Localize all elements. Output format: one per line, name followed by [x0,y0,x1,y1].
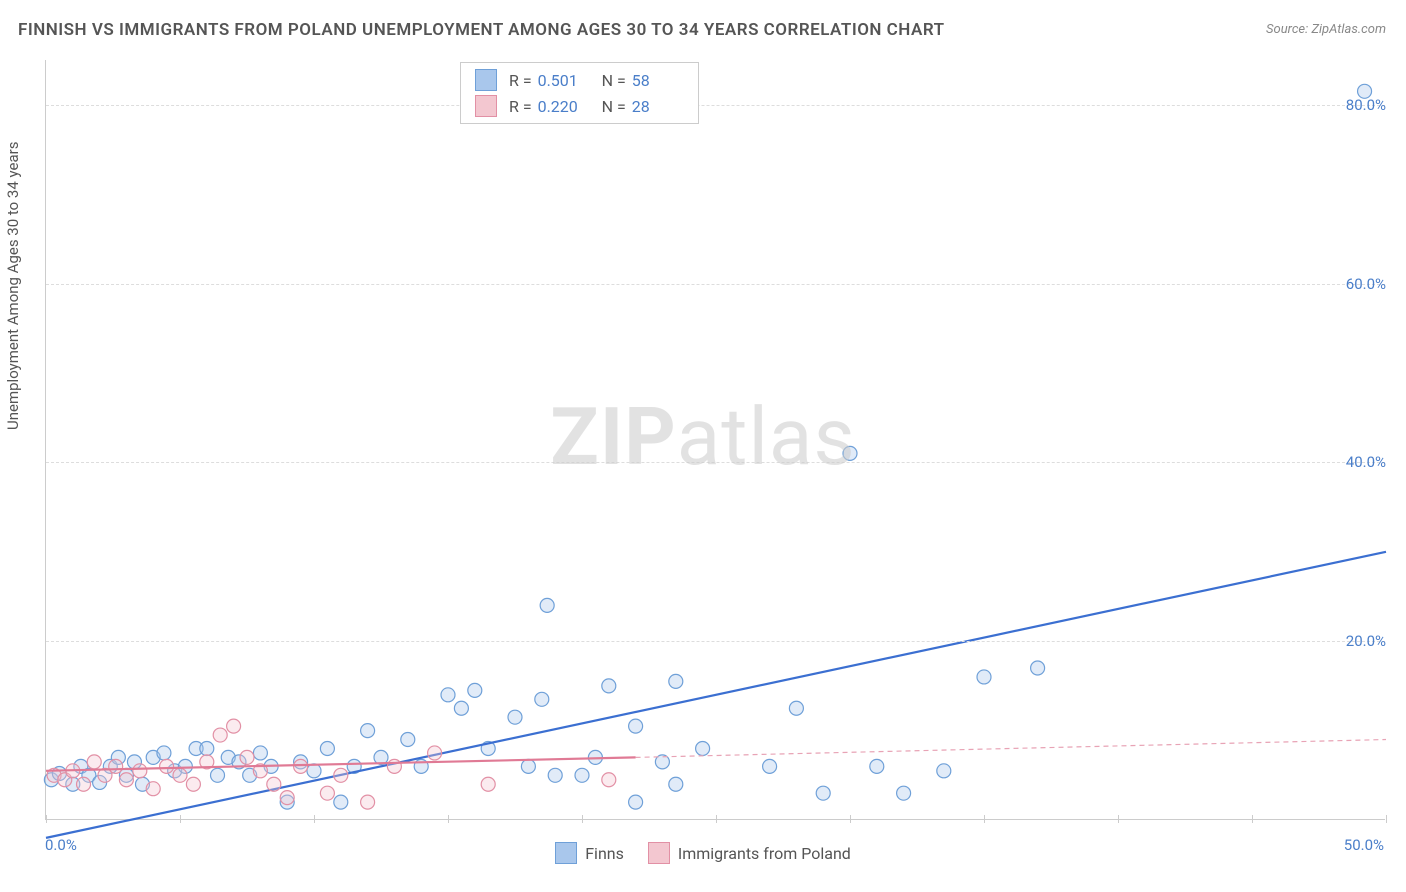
data-point [843,446,857,460]
gridline-h [46,105,1385,106]
y-tick-label: 80.0% [1346,96,1386,114]
data-point [280,791,294,805]
data-point [294,759,308,773]
data-point [468,683,482,697]
y-tick-label: 20.0% [1346,632,1386,650]
data-point [789,701,803,715]
data-point [428,746,442,760]
source-attribution: Source: ZipAtlas.com [1266,22,1386,37]
data-point [87,755,101,769]
x-tick [716,815,717,823]
source-value: ZipAtlas.com [1311,22,1386,37]
data-point [267,777,281,791]
data-point [870,759,884,773]
data-point [253,746,267,760]
legend-swatch [475,95,497,117]
data-point [157,746,171,760]
data-point [361,795,375,809]
data-point [669,777,683,791]
legend-swatch [648,842,670,864]
data-point [200,741,214,755]
legend-correlation-row: R = 0.220 N = 28 [461,93,698,119]
data-point [602,679,616,693]
data-point [669,674,683,688]
data-point [629,719,643,733]
x-tick [1386,815,1387,823]
trend-line-extension [636,740,1386,758]
data-point [146,782,160,796]
legend-swatch [475,69,497,91]
data-point [227,719,241,733]
data-point [361,724,375,738]
legend-r: R = 0.220 [507,97,590,116]
x-tick [180,815,181,823]
chart-svg [46,60,1385,819]
data-point [521,759,535,773]
legend-series-label: Immigrants from Poland [678,844,851,863]
data-point [77,777,91,791]
data-point [320,741,334,755]
data-point [763,759,777,773]
legend-n: N = 28 [600,97,684,116]
y-axis-label: Unemployment Among Ages 30 to 34 years [4,142,22,430]
data-point [481,777,495,791]
data-point [602,773,616,787]
data-point [334,795,348,809]
legend-r: R = 0.501 [507,71,590,90]
x-tick [1252,815,1253,823]
data-point [937,764,951,778]
legend-swatch [555,842,577,864]
data-point [535,692,549,706]
legend-n: N = 58 [600,71,684,90]
data-point [213,728,227,742]
data-point [816,786,830,800]
data-point [160,759,174,773]
plot-area [45,60,1385,820]
x-tick [582,815,583,823]
data-point [387,759,401,773]
gridline-h [46,462,1385,463]
data-point [240,750,254,764]
legend-series-item: Finns [555,842,624,864]
data-point [133,764,147,778]
x-tick [314,815,315,823]
legend-correlation-row: R = 0.501 N = 58 [461,67,698,93]
data-point [977,670,991,684]
legend-series: Finns Immigrants from Poland [0,842,1406,864]
data-point [548,768,562,782]
data-point [540,598,554,612]
source-label: Source: [1266,22,1308,37]
data-point [334,768,348,782]
data-point [320,786,334,800]
data-point [441,688,455,702]
data-point [186,777,200,791]
trend-line [46,552,1386,838]
data-point [109,759,123,773]
data-point [575,768,589,782]
y-tick-label: 40.0% [1346,453,1386,471]
data-point [401,733,415,747]
data-point [1031,661,1045,675]
x-tick [46,815,47,823]
data-point [454,701,468,715]
x-tick [448,815,449,823]
data-point [629,795,643,809]
x-tick [850,815,851,823]
data-point [119,773,133,787]
gridline-h [46,284,1385,285]
y-tick-label: 60.0% [1346,275,1386,293]
x-tick [1118,815,1119,823]
data-point [696,741,710,755]
legend-correlation: R = 0.501 N = 58 R = 0.220 N = 28 [460,62,699,124]
data-point [897,786,911,800]
data-point [508,710,522,724]
x-tick [984,815,985,823]
data-point [173,768,187,782]
chart-title: FINNISH VS IMMIGRANTS FROM POLAND UNEMPL… [18,20,945,40]
gridline-h [46,641,1385,642]
legend-series-item: Immigrants from Poland [648,842,851,864]
data-point [211,768,225,782]
legend-series-label: Finns [585,844,624,863]
